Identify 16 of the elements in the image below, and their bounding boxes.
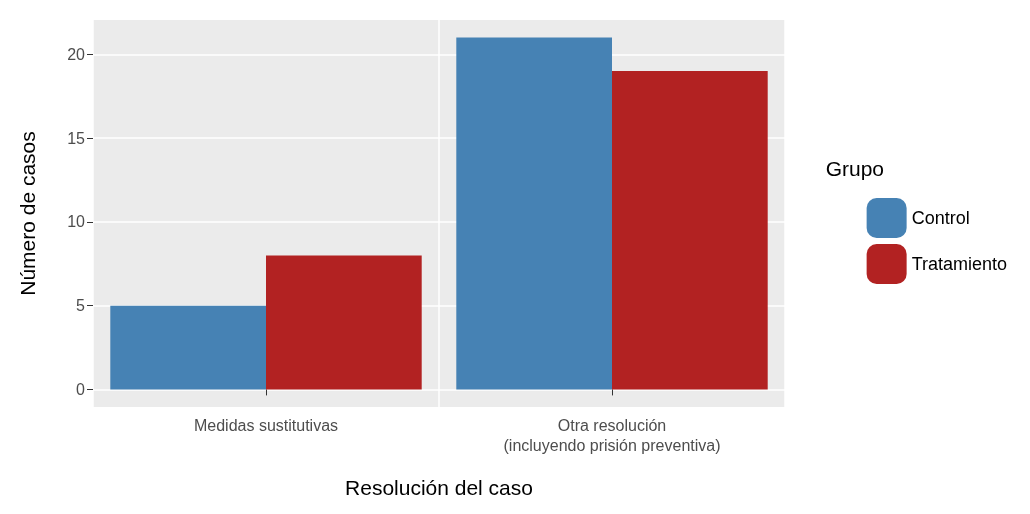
y-tick-label: 20 bbox=[67, 45, 86, 63]
legend-title: Grupo bbox=[825, 157, 885, 180]
legend-label: Control bbox=[911, 208, 970, 228]
y-tick-label: 10 bbox=[67, 213, 86, 231]
x-tick-label: Otra resolución (incluyendo prisión preventiva) bbox=[503, 416, 721, 454]
x-tick-label: Medidas sustitutivas bbox=[193, 416, 339, 434]
y-tick-label: 15 bbox=[67, 129, 86, 147]
bar bbox=[612, 71, 768, 390]
bar bbox=[456, 37, 612, 390]
bar bbox=[266, 255, 422, 390]
bar bbox=[110, 305, 266, 390]
y-tick-label: 0 bbox=[76, 380, 86, 398]
x-axis-title: Resolución del caso bbox=[345, 476, 533, 499]
y-axis-title: Número de casos bbox=[16, 131, 39, 296]
legend-label: Tratamiento bbox=[911, 254, 1007, 274]
y-tick-label: 5 bbox=[76, 297, 86, 315]
